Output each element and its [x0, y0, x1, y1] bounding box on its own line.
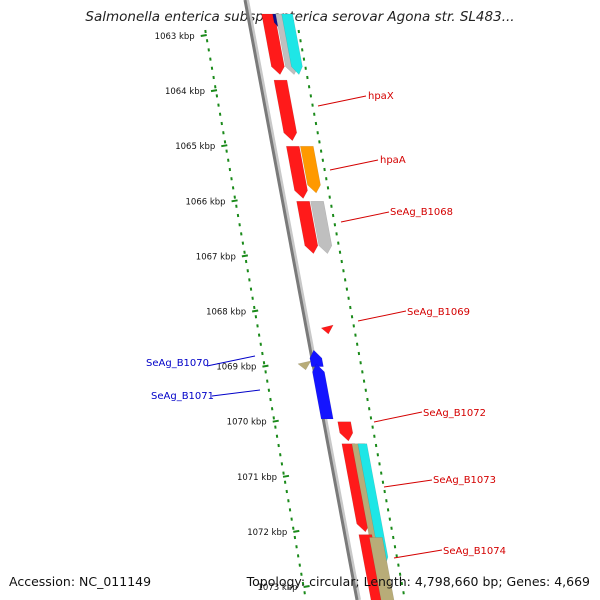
scale-label: 1071 kbp	[237, 473, 277, 483]
scale-label: 1069 kbp	[216, 363, 256, 373]
kbp-scale: 1063 kbp 1064 kbp 1065 kbp 1066 kbp 1067 kbp…	[155, 32, 310, 593]
scale-label: 1063 kbp	[155, 32, 195, 42]
scale-label: 1067 kbp	[196, 252, 236, 262]
scale-tick	[272, 419, 279, 423]
gene-feature-olive	[297, 360, 312, 371]
scale-tick	[210, 89, 218, 93]
backbone-line	[243, 0, 359, 600]
gene-feature-red	[273, 79, 298, 142]
scale-label: 1066 kbp	[186, 197, 226, 207]
gene-feature-red	[296, 201, 319, 255]
gene-feature-red	[320, 324, 334, 335]
gene-label-hpax: hpaX	[368, 91, 394, 102]
gene-label-seag-b1070: SeAg_B1070	[146, 358, 209, 369]
scale-tick	[200, 34, 207, 37]
gene-feature-orange	[299, 145, 321, 194]
gene-feature-blue	[312, 363, 334, 420]
gene-feature-olive	[369, 537, 395, 600]
scale-label: 1073 kbp	[258, 583, 298, 593]
gene-label-seag-b1068: SeAg_B1068	[390, 207, 453, 218]
scale-label: 1065 kbp	[175, 142, 215, 152]
genome-title: Salmonella enterica subsp. enterica sero…	[85, 9, 515, 25]
gene-label-seag-b1071: SeAg_B1071	[151, 391, 214, 402]
scale-label: 1064 kbp	[165, 87, 205, 97]
gc-ruler-right	[297, 29, 405, 595]
gene-feature-grey	[310, 201, 333, 255]
scale-label: 1068 kbp	[206, 308, 246, 318]
feature-track	[261, 13, 395, 600]
gene-label-seag-b1072: SeAg_B1072	[423, 408, 486, 419]
accession-label: Accession: NC_011149	[9, 574, 152, 589]
scale-tick	[221, 144, 228, 148]
scale-tick	[262, 364, 269, 368]
scale-label: 1072 kbp	[247, 528, 287, 538]
gc-ruler-left	[204, 29, 306, 595]
gene-feature-red	[285, 145, 308, 199]
scale-tick	[282, 474, 290, 478]
gene-label-seag-b1069: SeAg_B1069	[407, 307, 470, 318]
genome-summary: Topology: circular; Length: 4,798,660 bp…	[246, 574, 590, 589]
scale-tick	[231, 199, 238, 203]
backbone-shadow	[245, 0, 361, 600]
gene-label-hpaa: hpaA	[380, 155, 406, 166]
scale-tick	[303, 585, 310, 588]
gene-label-seag-b1073: SeAg_B1073	[433, 475, 496, 486]
gene-label-seag-b1074: SeAg_B1074	[443, 546, 506, 557]
gene-feature-red	[337, 421, 354, 442]
scale-tick	[251, 309, 259, 313]
scale-label: 1070 kbp	[227, 418, 267, 428]
gene-feature-red	[261, 13, 285, 75]
gene-feature-cyan	[281, 13, 303, 76]
scale-tick	[293, 529, 300, 533]
gene-label-connectors	[206, 95, 443, 559]
gene-feature-red	[358, 534, 385, 600]
scale-tick	[241, 254, 249, 258]
